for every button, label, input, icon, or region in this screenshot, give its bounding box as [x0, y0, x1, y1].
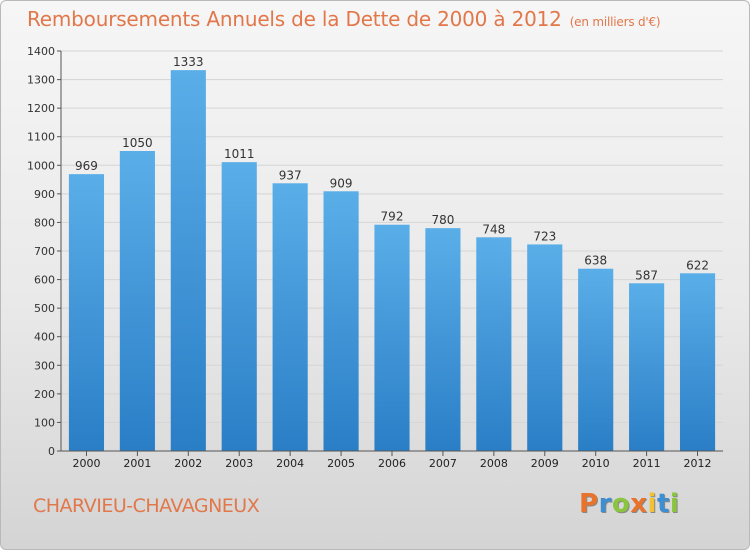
data-label: 780 [431, 213, 454, 227]
data-label: 1333 [173, 55, 204, 69]
bar [323, 191, 359, 452]
x-tick-label: 2001 [123, 457, 151, 470]
logo-letter: i [647, 489, 657, 519]
x-tick-label: 2010 [582, 457, 610, 470]
x-tick-label: 2004 [276, 457, 304, 470]
data-label: 587 [635, 268, 658, 282]
bar [629, 283, 665, 451]
proxiti-logo: Proxiti [579, 489, 679, 519]
bar [221, 162, 257, 451]
bar [476, 237, 512, 451]
y-tick-label: 200 [34, 388, 55, 401]
x-tick-label: 2000 [72, 457, 100, 470]
y-tick-label: 1200 [27, 102, 55, 115]
y-tick-label: 700 [34, 245, 55, 258]
logo-letter: x [630, 489, 648, 519]
chart-title: Remboursements Annuels de la Dette de 20… [27, 7, 661, 31]
bar [527, 244, 563, 451]
y-tick-label: 1300 [27, 74, 55, 87]
x-tick-label: 2007 [429, 457, 457, 470]
y-tick-label: 600 [34, 274, 55, 287]
y-axis: 0 100 200 300 400 500 600 700 800 900 1000 1100 1200… [27, 45, 62, 458]
data-label: 792 [381, 210, 404, 224]
y-tick-label: 1400 [27, 45, 55, 58]
y-tick-label: 900 [34, 188, 55, 201]
bar [170, 70, 206, 452]
data-label: 622 [686, 258, 709, 272]
data-label: 1011 [224, 147, 255, 161]
bars: 969 1050 1333 1011 937 909 792 780 748 723 638 587 6… [68, 55, 716, 452]
x-tick-label: 2011 [633, 457, 661, 470]
bar [119, 151, 155, 451]
chart-title-text: Remboursements Annuels de la Dette de 20… [27, 7, 562, 31]
x-axis: 2000 2001 2002 2003 2004 2005 2006 2007 2008 2009… [61, 450, 723, 470]
y-tick-label: 300 [34, 359, 55, 372]
data-label: 969 [75, 159, 98, 173]
data-label: 748 [482, 222, 505, 236]
bar [374, 224, 410, 451]
bar [679, 273, 716, 451]
chart-unit: (en milliers d'€) [569, 15, 661, 29]
logo-letter: o [611, 489, 631, 519]
y-tick-label: 800 [34, 216, 55, 229]
y-tick-label: 100 [34, 416, 55, 429]
y-tick-label: 500 [34, 302, 55, 315]
x-tick-label: 2003 [225, 457, 253, 470]
data-label: 937 [279, 168, 302, 182]
x-tick-label: 2009 [531, 457, 559, 470]
logo-letter: t [656, 489, 670, 519]
bar [425, 228, 461, 451]
bar [272, 183, 308, 452]
logo-letter: r [598, 489, 612, 519]
data-label: 638 [584, 254, 607, 268]
bar [578, 268, 614, 451]
x-tick-label: 2002 [174, 457, 202, 470]
y-tick-label: 1100 [27, 131, 55, 144]
bar [68, 174, 105, 451]
y-tick-label: 1000 [27, 159, 55, 172]
x-tick-label: 2005 [327, 457, 355, 470]
x-tick-label: 2012 [684, 457, 712, 470]
data-label: 1050 [122, 136, 153, 150]
x-tick-label: 2006 [378, 457, 406, 470]
y-tick-label: 400 [34, 331, 55, 344]
data-label: 909 [330, 176, 353, 190]
logo-letter: P [579, 489, 599, 519]
logo-letter: i [669, 489, 680, 519]
x-tick-label: 2008 [480, 457, 508, 470]
data-label: 723 [533, 229, 556, 243]
commune-name: CHARVIEU-CHAVAGNEUX [33, 495, 260, 517]
y-tick-label: 0 [48, 445, 55, 458]
